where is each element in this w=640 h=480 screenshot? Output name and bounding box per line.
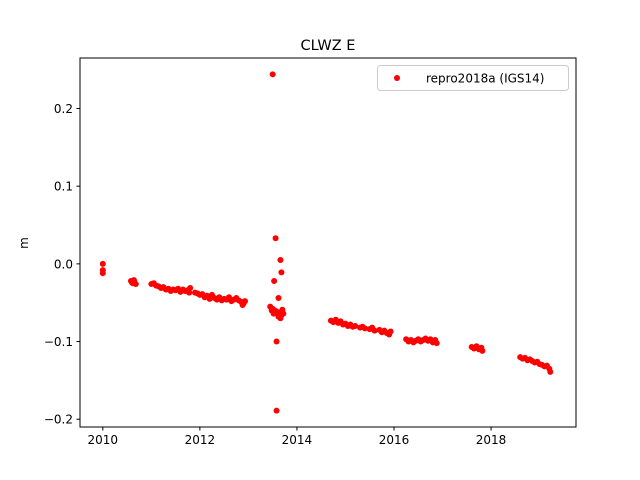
data-point [272,235,279,242]
y-axis-ticks: 0.2 0.1 0.0 −0.1 −0.2 [44,102,80,427]
data-points [99,71,554,414]
data-point [433,340,440,347]
plot-frame [79,57,577,428]
y-tick-label: 0.0 [54,257,73,271]
data-point [352,323,359,330]
data-point [273,338,280,345]
data-point [273,407,280,414]
data-point [547,368,554,375]
x-tick-label: 2010 [88,433,119,447]
data-point [479,347,486,354]
x-axis-ticks: 2010 2012 2014 2016 2018 [88,427,507,447]
x-tick-label: 2014 [282,433,313,447]
data-point [239,302,246,309]
x-tick-label: 2012 [185,433,216,447]
legend: repro2018a (IGS14) [377,65,569,91]
data-point [271,277,278,284]
x-tick-label: 2018 [476,433,507,447]
data-point [187,284,194,291]
data-point [371,327,378,334]
data-point [269,71,276,78]
data-point [387,328,394,335]
y-tick-label: −0.1 [44,335,73,349]
data-point [99,270,106,277]
y-tick-label: 0.1 [54,180,73,194]
data-point [278,269,285,276]
data-point [277,256,284,263]
y-tick-label: −0.2 [44,413,73,427]
chart-title: CLWZ E [301,38,356,54]
data-point [275,295,282,302]
legend-label: repro2018a (IGS14) [426,72,544,86]
data-point [99,260,106,267]
y-tick-label: 0.2 [54,102,73,116]
data-point [277,315,284,322]
data-point [186,289,193,296]
data-point [128,279,135,286]
legend-marker [394,75,400,81]
data-point [361,325,368,332]
x-tick-label: 2016 [379,433,410,447]
y-axis-label: m [17,237,31,249]
legend-box [377,65,569,91]
data-point [280,310,287,317]
